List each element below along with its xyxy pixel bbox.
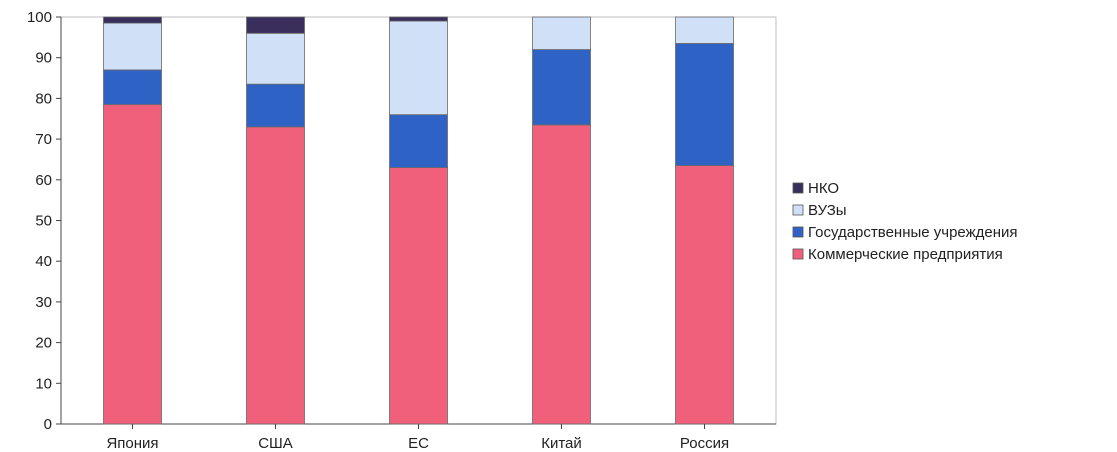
bar-segment: [103, 22, 162, 71]
bar-segment: [675, 165, 734, 425]
x-tick-label: Россия: [680, 435, 729, 452]
legend-label: ВУЗы: [808, 202, 847, 219]
x-tick-label: ЕС: [408, 435, 429, 452]
legend-label: Коммерческие предприятия: [808, 246, 1003, 263]
y-axis-ticks: 0 10 20 30 40 50 60 70 80 90 100: [27, 9, 61, 433]
legend-swatch: [792, 248, 804, 260]
legend-box: [789, 174, 1111, 266]
legend-label: НКО: [808, 180, 839, 197]
bar-segment: [675, 16, 734, 44]
bar-segment: [532, 49, 591, 126]
y-tick-label: 30: [35, 294, 52, 311]
bar-segment: [389, 20, 448, 116]
bar-segment: [389, 167, 448, 425]
y-tick-label: 40: [35, 253, 52, 270]
bar-segment: [532, 16, 591, 50]
y-tick-label: 50: [35, 213, 52, 230]
legend-label: Государственные учреждения: [808, 224, 1018, 241]
bar-segment: [389, 16, 448, 22]
y-tick-label: 70: [35, 131, 52, 148]
y-tick-label: 60: [35, 172, 52, 189]
legend-swatch: [792, 204, 804, 216]
legend-swatch: [792, 226, 804, 238]
y-tick-label: 20: [35, 335, 52, 352]
bar-segment: [246, 126, 305, 425]
y-tick-label: 100: [27, 9, 52, 26]
legend-swatch: [792, 182, 804, 194]
y-tick-label: 90: [35, 50, 52, 67]
x-tick-label: Япония: [106, 435, 158, 452]
y-tick-label: 80: [35, 90, 52, 107]
bar-segment: [246, 32, 305, 85]
bars: [103, 16, 734, 425]
bar-segment: [675, 43, 734, 166]
bar-segment: [246, 16, 305, 34]
y-tick-label: 10: [35, 375, 52, 392]
x-tick-label: Китай: [541, 435, 582, 452]
y-tick-label: 0: [44, 416, 52, 433]
bar-segment: [532, 124, 591, 425]
x-axis-labels: Япония США ЕС Китай Россия: [106, 424, 729, 452]
x-tick-label: США: [258, 435, 293, 452]
bar-segment: [389, 114, 448, 168]
bar-segment: [246, 83, 305, 128]
legend: НКО ВУЗы Государственные учреждения Коммерч…: [789, 174, 1111, 266]
bar-segment: [103, 16, 162, 24]
bar-segment: [103, 104, 162, 425]
bar-segment: [103, 69, 162, 105]
